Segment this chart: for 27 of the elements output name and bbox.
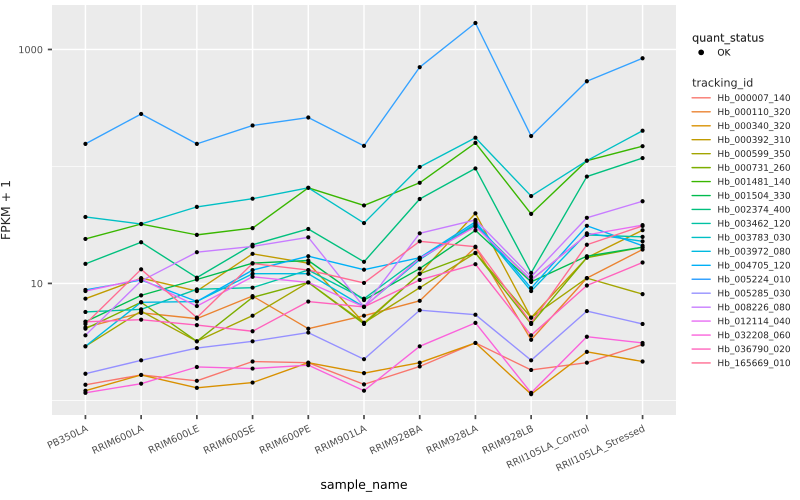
- legend-label: Hb_005224_010: [718, 276, 790, 285]
- legend-label: Hb_000392_310: [718, 136, 790, 145]
- legend-label: Hb_000599_350: [718, 150, 790, 159]
- legend-label: Hb_003972_080: [718, 248, 790, 257]
- legend-label: Hb_003462_120: [718, 220, 790, 229]
- legend-label: Hb_001481_140: [718, 178, 790, 187]
- legend-label: Hb_000110_320: [718, 108, 790, 118]
- legend-label: Hb_000731_260: [718, 164, 790, 173]
- legend-label: Hb_003783_030: [718, 234, 790, 243]
- legend-label: Hb_165669_010: [718, 359, 790, 368]
- legend-label: Hb_000340_320: [718, 122, 790, 132]
- legend-label: Hb_001504_330: [718, 192, 790, 201]
- y-axis-title: FPKM + 1: [0, 181, 10, 239]
- legend-title: tracking_id: [692, 78, 752, 90]
- legend-label: Hb_036790_020: [718, 345, 790, 354]
- y-tick-label: 10: [32, 280, 42, 288]
- y-tick-label: 1000: [19, 46, 42, 54]
- x-axis-title: sample_name: [321, 479, 407, 492]
- legend-label: Hb_005285_030: [718, 290, 790, 298]
- legend-label: Hb_000007_140: [718, 94, 790, 104]
- legend-label: Hb_008226_080: [718, 303, 790, 312]
- legend-label: Hb_004705_120: [718, 262, 790, 271]
- legend-label: Hb_012114_040: [718, 317, 790, 326]
- legend-label: Hb_032208_060: [718, 331, 790, 340]
- legend-label: Hb_002374_400: [718, 206, 790, 215]
- text: OK: [718, 48, 731, 56]
- text: quant_status: [692, 34, 764, 44]
